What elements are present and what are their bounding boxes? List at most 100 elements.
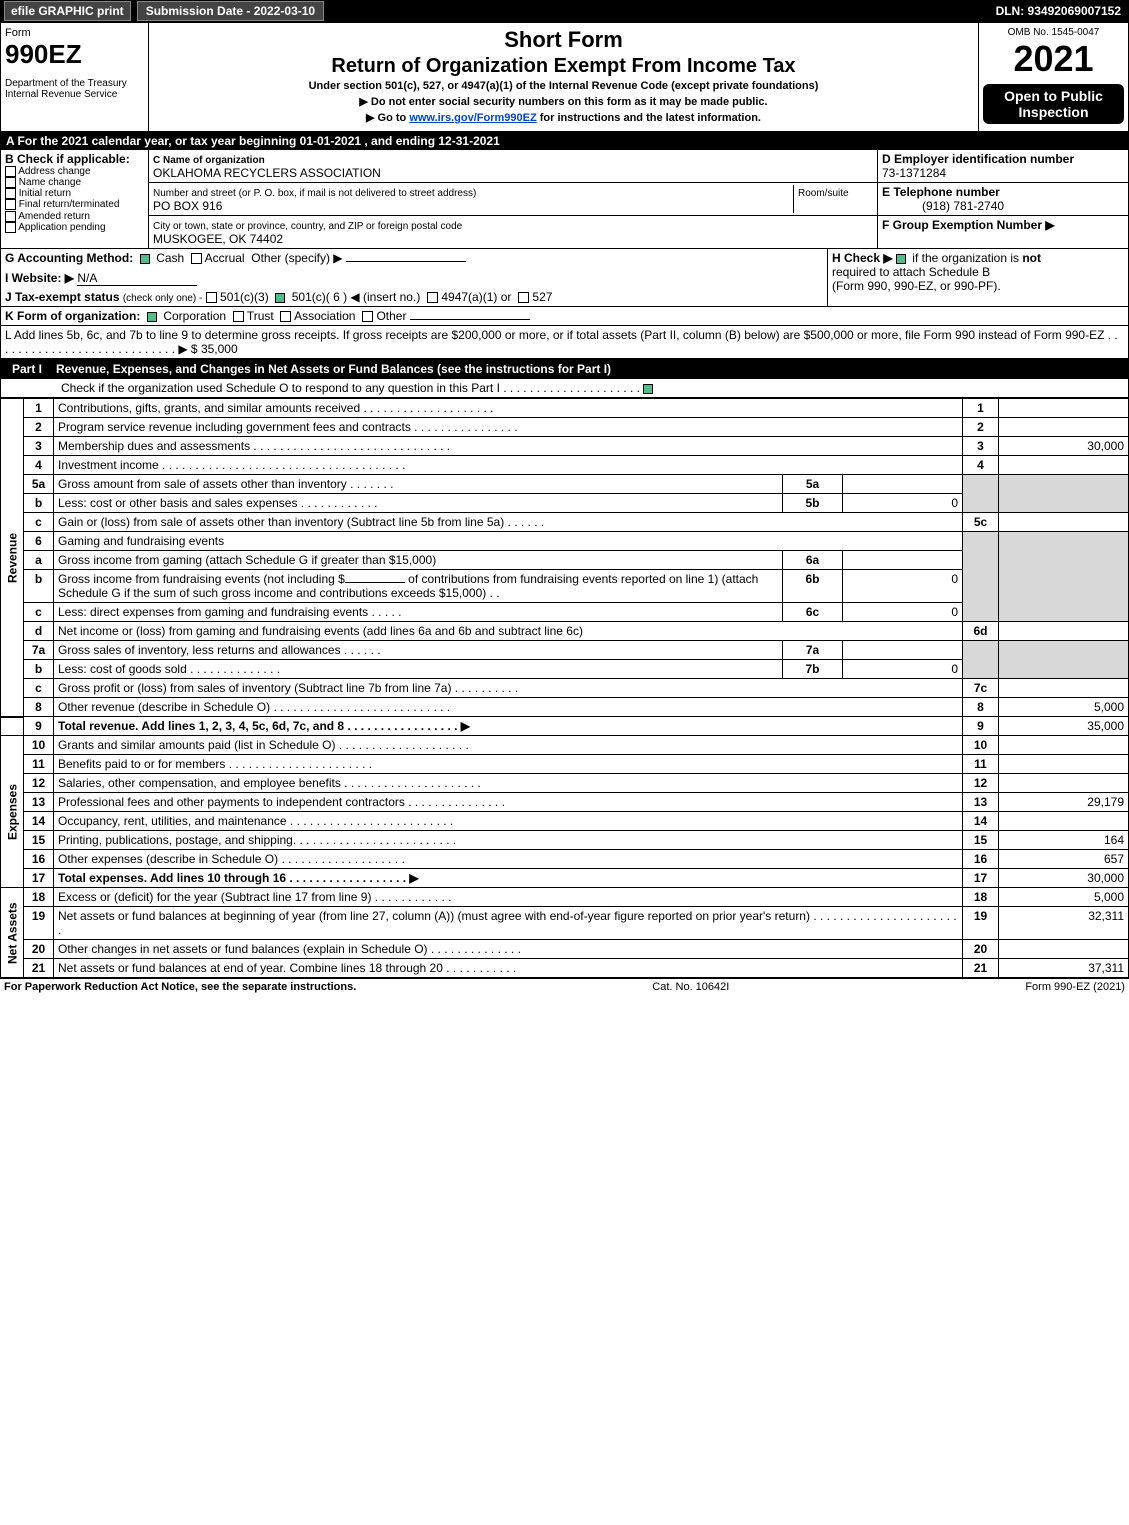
irs-label: Internal Revenue Service xyxy=(5,89,144,100)
val-16: 657 xyxy=(999,850,1129,869)
cb-assoc[interactable] xyxy=(280,311,291,322)
netassets-label: Net Assets xyxy=(1,888,24,978)
val-21: 37,311 xyxy=(999,959,1129,978)
under-section: Under section 501(c), 527, or 4947(a)(1)… xyxy=(155,80,972,92)
ln-6d: d xyxy=(24,622,54,641)
mid-4: 4 xyxy=(963,456,999,475)
opt-other-org: Other xyxy=(376,309,406,323)
desc-7a: Gross sales of inventory, less returns a… xyxy=(54,641,783,660)
desc-16: Other expenses (describe in Schedule O) … xyxy=(54,850,963,869)
desc-9-b: Total revenue. Add lines 1, 2, 3, 4, 5c,… xyxy=(58,719,470,733)
desc-12: Salaries, other compensation, and employ… xyxy=(54,774,963,793)
desc-17: Total expenses. Add lines 10 through 16 … xyxy=(54,869,963,888)
mid-13: 13 xyxy=(963,793,999,812)
cb-final-return[interactable] xyxy=(5,199,16,210)
addr-lbl: Number and street (or P. O. box, if mail… xyxy=(153,188,476,199)
cb-4947[interactable] xyxy=(427,292,438,303)
d-lbl: D Employer identification number xyxy=(882,152,1074,166)
cb-trust[interactable] xyxy=(233,311,244,322)
desc-15: Printing, publications, postage, and shi… xyxy=(54,831,963,850)
dln: DLN: 93492069007152 xyxy=(996,4,1129,18)
mid-7c: 7c xyxy=(963,679,999,698)
opt-amended: Amended return xyxy=(18,211,90,222)
val-8: 5,000 xyxy=(999,698,1129,717)
sval-6b: 0 xyxy=(843,570,963,603)
cb-501c3[interactable] xyxy=(206,292,217,303)
part1-label: Part I xyxy=(6,362,48,376)
tax-year: 2021 xyxy=(983,38,1124,80)
val-18: 5,000 xyxy=(999,888,1129,907)
desc-1: Contributions, gifts, grants, and simila… xyxy=(54,399,963,418)
val-13: 29,179 xyxy=(999,793,1129,812)
mid-11: 11 xyxy=(963,755,999,774)
cb-h[interactable] xyxy=(896,254,906,264)
mid-10: 10 xyxy=(963,736,999,755)
mid-5c: 5c xyxy=(963,513,999,532)
mid-8: 8 xyxy=(963,698,999,717)
return-title: Return of Organization Exempt From Incom… xyxy=(155,55,972,78)
ln-21: 21 xyxy=(24,959,54,978)
spacer-rev xyxy=(1,717,24,736)
cb-initial-return[interactable] xyxy=(5,188,16,199)
cb-527[interactable] xyxy=(518,292,529,303)
cb-address-change[interactable] xyxy=(5,166,16,177)
val-7c xyxy=(999,679,1129,698)
efile-print-btn[interactable]: efile GRAPHIC print xyxy=(4,1,131,21)
room-lbl: Room/suite xyxy=(798,188,849,199)
sval-5a xyxy=(843,475,963,494)
phone: (918) 781-2740 xyxy=(882,199,1004,213)
open-inspection: Open to Public Inspection xyxy=(983,84,1124,124)
shade-5 xyxy=(963,475,999,513)
cb-501c[interactable] xyxy=(275,293,285,303)
h-lbl: H Check ▶ xyxy=(832,251,893,265)
desc-20: Other changes in net assets or fund bala… xyxy=(54,940,963,959)
val-1 xyxy=(999,399,1129,418)
cb-amended[interactable] xyxy=(5,211,16,222)
cb-other-org[interactable] xyxy=(362,311,373,322)
desc-5c: Gain or (loss) from sale of assets other… xyxy=(54,513,963,532)
val-6d xyxy=(999,622,1129,641)
page-footer: For Paperwork Reduction Act Notice, see … xyxy=(0,978,1129,995)
submission-date: Submission Date - 2022-03-10 xyxy=(137,1,324,21)
opt-accrual: Accrual xyxy=(205,251,245,265)
goto-line: ▶ Go to www.irs.gov/Form990EZ for instru… xyxy=(155,111,972,124)
cb-pending[interactable] xyxy=(5,222,16,233)
cb-corp[interactable] xyxy=(147,312,157,322)
ln-12: 12 xyxy=(24,774,54,793)
l-val: 35,000 xyxy=(201,342,238,356)
desc-11: Benefits paid to or for members . . . . … xyxy=(54,755,963,774)
desc-7b: Less: cost of goods sold . . . . . . . .… xyxy=(54,660,783,679)
ln-3: 3 xyxy=(24,437,54,456)
ln-7a: 7a xyxy=(24,641,54,660)
l-text: L Add lines 5b, 6c, and 7b to line 9 to … xyxy=(5,328,1118,356)
cb-schedule-o[interactable] xyxy=(643,384,653,394)
mid-6d: 6d xyxy=(963,622,999,641)
cb-name-change[interactable] xyxy=(5,177,16,188)
ln-15: 15 xyxy=(24,831,54,850)
section-k: K Form of organization: Corporation Trus… xyxy=(0,307,1129,326)
form-label: Form xyxy=(5,27,144,39)
shade-7 xyxy=(963,641,999,679)
ln-10: 10 xyxy=(24,736,54,755)
desc-5b: Less: cost or other basis and sales expe… xyxy=(54,494,783,513)
cb-accrual[interactable] xyxy=(191,253,202,264)
cb-cash[interactable] xyxy=(140,254,150,264)
sub-5b: 5b xyxy=(783,494,843,513)
sval-7a xyxy=(843,641,963,660)
section-gh: G Accounting Method: Cash Accrual Other … xyxy=(0,249,1129,307)
val-2 xyxy=(999,418,1129,437)
mid-9: 9 xyxy=(963,717,999,736)
irs-link[interactable]: www.irs.gov/Form990EZ xyxy=(409,112,536,124)
val-14 xyxy=(999,812,1129,831)
opt-trust: Trust xyxy=(247,309,274,323)
b-label: B Check if applicable: xyxy=(5,152,144,166)
mid-3: 3 xyxy=(963,437,999,456)
part1-title: Revenue, Expenses, and Changes in Net As… xyxy=(56,362,1123,376)
form-number: 990EZ xyxy=(5,39,144,70)
opt-pending: Application pending xyxy=(18,222,105,233)
desc-13: Professional fees and other payments to … xyxy=(54,793,963,812)
opt-4947: 4947(a)(1) or xyxy=(441,290,511,304)
ln-13: 13 xyxy=(24,793,54,812)
revenue-label: Revenue xyxy=(1,399,24,717)
ln-2: 2 xyxy=(24,418,54,437)
